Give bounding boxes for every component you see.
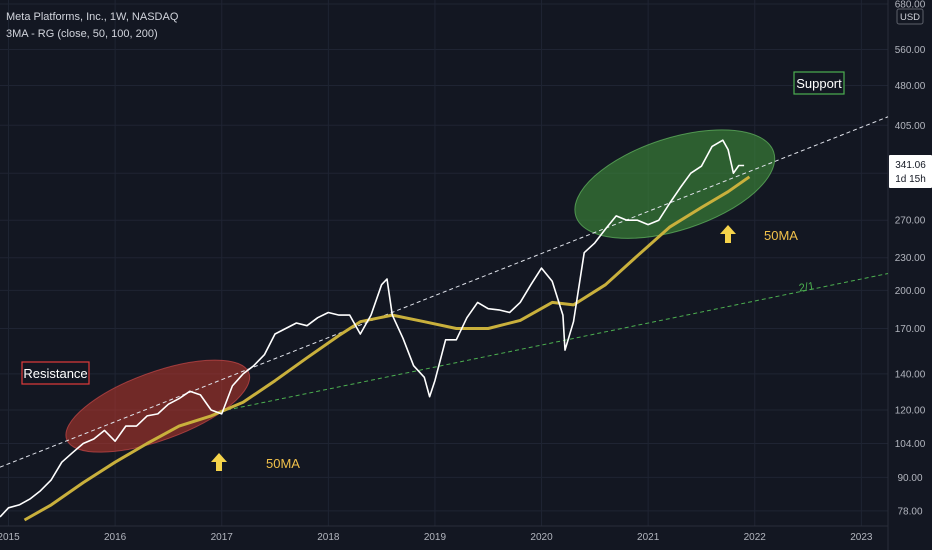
ratio-label: 2/1 [798,280,815,294]
x-tick-label: 2015 [0,532,20,543]
y-tick-label: 104.00 [895,439,926,450]
ma-label-1: 50MA [266,456,300,471]
x-tick-label: 2018 [317,532,340,543]
arrow-up-icon-2 [720,225,736,243]
y-tick-label: 78.00 [897,506,922,517]
support-label-box[interactable]: Support [793,71,845,95]
price-line [0,139,745,518]
x-tick-label: 2016 [104,532,127,543]
resistance-zone [65,359,251,453]
x-tick-label: 2017 [211,532,234,543]
y-tick-label: 560.00 [895,45,926,56]
indicator-label[interactable]: 3MA - RG (close, 50, 100, 200) [6,28,158,40]
y-tick-label: 170.00 [895,324,926,335]
x-tick-label: 2021 [637,532,660,543]
y-tick-label: 230.00 [895,253,926,264]
x-axis: 2015 2016 2017 2018 2019 2020 2021 2022 2023 [0,525,888,543]
x-tick-label: 2023 [850,532,873,543]
resistance-label: Resistance [23,366,87,381]
trendline-2-1[interactable] [226,273,889,411]
currency-label: USD [900,12,920,23]
x-tick-label: 2020 [530,532,553,543]
y-tick-label: 680.00 [895,0,926,11]
last-price-badge: 341.06 1d 15h [889,155,932,188]
currency-badge[interactable]: USD [896,8,924,25]
resistance-label-box[interactable]: Resistance [21,361,90,385]
bar-countdown: 1d 15h [895,174,926,185]
y-tick-label: 90.00 [897,473,922,484]
y-tick-label: 140.00 [895,369,926,380]
trendline-resistance-support[interactable] [0,116,889,468]
arrow-up-icon-1 [211,453,227,471]
y-tick-label: 120.00 [895,405,926,416]
y-tick-label: 200.00 [895,286,926,297]
y-tick-label: 405.00 [895,121,926,132]
y-tick-label: 480.00 [895,81,926,92]
grid [0,0,888,526]
support-zone [574,129,776,239]
last-price: 341.06 [895,160,926,171]
chart-title: Meta Platforms, Inc., 1W, NASDAQ [6,11,179,23]
y-tick-label: 270.00 [895,216,926,227]
support-label: Support [796,76,842,91]
ma-label-2: 50MA [764,228,798,243]
x-tick-label: 2022 [744,532,767,543]
x-tick-label: 2019 [424,532,447,543]
